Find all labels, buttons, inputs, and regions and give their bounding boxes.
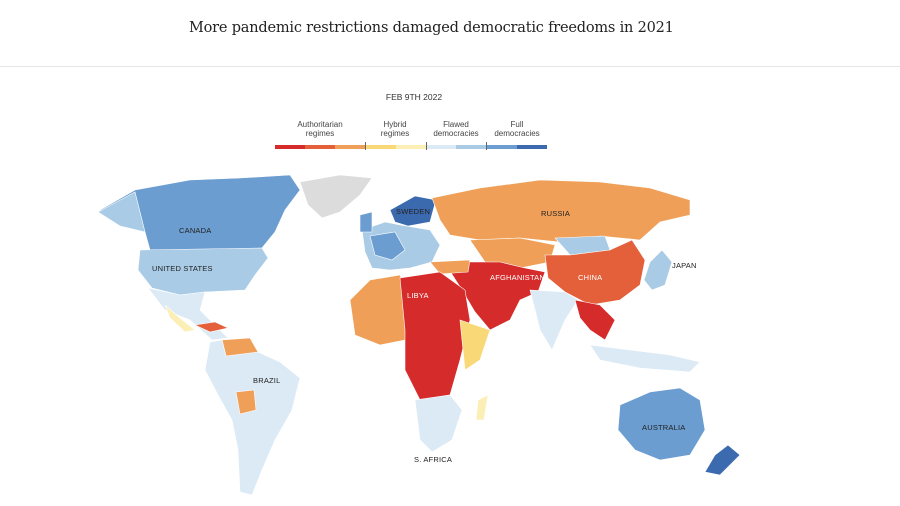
region-western-europe[interactable] — [369, 231, 406, 261]
legend: Authoritarian regimes Hybrid regimes Flawe… — [275, 120, 547, 152]
label-canada: CANADA — [179, 226, 212, 235]
label-japan: JAPAN — [672, 261, 697, 270]
label-china: CHINA — [578, 273, 603, 282]
label-australia: AUSTRALIA — [642, 423, 686, 432]
legend-swatch — [395, 145, 427, 149]
label-afghanistan: AFGHANISTAN — [490, 273, 545, 282]
legend-line: Flawed — [443, 120, 469, 129]
region-south-america[interactable] — [204, 339, 301, 496]
legend-line: Hybrid — [383, 120, 407, 129]
label-sweden: SWEDEN — [396, 207, 431, 216]
legend-swatch — [305, 145, 336, 149]
region-middle-east[interactable] — [447, 261, 546, 331]
region-east-africa[interactable] — [459, 319, 491, 371]
region-turkey[interactable] — [429, 259, 471, 275]
region-greenland[interactable] — [299, 174, 373, 219]
legend-line: regimes — [380, 129, 410, 138]
region-canada[interactable] — [99, 174, 301, 251]
region-uk[interactable] — [359, 211, 373, 233]
legend-tick — [426, 142, 427, 150]
legend-label-flawed: Flawed democracies — [427, 120, 485, 138]
legend-swatch — [275, 145, 306, 149]
legend-label-authoritarian: Authoritarian regimes — [285, 120, 355, 138]
header-divider — [0, 66, 900, 67]
region-australia[interactable] — [617, 387, 706, 461]
legend-line: democracies — [494, 129, 540, 138]
legend-swatch — [365, 145, 396, 149]
region-indonesia[interactable] — [589, 344, 701, 373]
legend-swatch — [426, 145, 457, 149]
legend-swatch — [456, 145, 487, 149]
legend-label-full: Full democracies — [487, 120, 547, 138]
legend-color-bar — [275, 145, 547, 149]
region-korea-japan[interactable] — [643, 249, 673, 291]
legend-swatch — [486, 145, 517, 149]
legend-line: regimes — [305, 129, 335, 138]
region-madagascar[interactable] — [475, 394, 489, 421]
region-new-zealand[interactable] — [704, 444, 741, 476]
region-cuba[interactable] — [193, 321, 229, 333]
date-label: FEB 9TH 2022 — [385, 92, 443, 102]
region-central-america[interactable] — [164, 304, 196, 333]
region-alaska[interactable] — [97, 191, 146, 233]
label-united-states: UNITED STATES — [152, 264, 213, 273]
legend-tick — [365, 142, 366, 150]
region-bolivia[interactable] — [235, 389, 257, 415]
region-mexico[interactable] — [147, 287, 229, 341]
region-russia[interactable] — [431, 179, 691, 243]
label-brazil: BRAZIL — [253, 376, 281, 385]
legend-line: Full — [510, 120, 524, 129]
label-libya: LIBYA — [407, 291, 429, 300]
region-southeast-asia[interactable] — [574, 299, 616, 341]
chart-title: More pandemic restrictions damaged democ… — [189, 20, 674, 36]
region-sweden[interactable] — [389, 195, 437, 227]
legend-line: Authoritarian — [297, 120, 343, 129]
region-southern-africa[interactable] — [414, 394, 463, 453]
legend-line: democracies — [433, 129, 479, 138]
legend-label-hybrid: Hybrid regimes — [370, 120, 420, 138]
legend-tick — [486, 142, 487, 150]
region-united-states[interactable] — [137, 247, 269, 296]
region-africa-north-central[interactable] — [399, 271, 471, 401]
legend-swatch — [516, 145, 547, 149]
label-s-africa: S. AFRICA — [414, 455, 453, 464]
region-india[interactable] — [529, 289, 579, 351]
legend-swatch — [335, 145, 366, 149]
label-russia: RUSSIA — [541, 209, 571, 218]
region-china[interactable] — [544, 239, 646, 306]
